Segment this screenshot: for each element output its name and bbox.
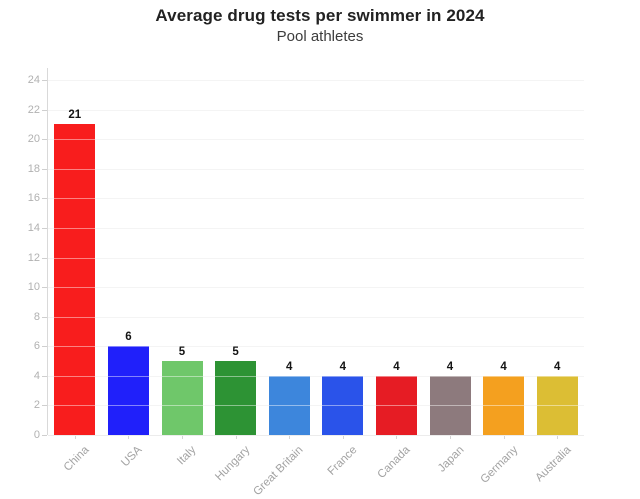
bar-hungary — [215, 361, 257, 435]
gridline-overlay-24 — [48, 80, 584, 81]
y-tick-label-10: 10 — [27, 281, 40, 294]
gridline-10 — [48, 287, 584, 289]
y-tick-2 — [42, 405, 47, 407]
bar-value-label: 4 — [500, 360, 507, 373]
y-tick-16 — [42, 198, 47, 200]
y-tick-12 — [42, 257, 47, 259]
bar-value-label: 4 — [393, 360, 400, 373]
bar-canada — [375, 375, 417, 435]
chart-subtitle: Pool athletes — [276, 28, 364, 45]
x-tick — [557, 436, 559, 439]
gridline-18 — [48, 168, 584, 170]
bar-germany — [483, 375, 525, 435]
y-tick-label-4: 4 — [33, 369, 40, 382]
gridline-6 — [48, 346, 584, 348]
gridline-0 — [48, 435, 584, 436]
y-tick-label-12: 12 — [27, 251, 40, 264]
bar-china — [54, 124, 96, 435]
gridline-20 — [48, 139, 584, 141]
gridline-22 — [48, 109, 584, 111]
x-tick — [396, 436, 398, 439]
gridline-overlay-22 — [48, 109, 584, 111]
gridline-overlay-8 — [48, 316, 584, 318]
y-tick-label-2: 2 — [33, 399, 40, 412]
chart-title: Average drug tests per swimmer in 2024 — [155, 6, 485, 25]
bar-value-label: 21 — [68, 109, 82, 122]
bar-australia — [536, 375, 578, 435]
y-tick-label-22: 22 — [27, 103, 40, 116]
x-category-label: Hungary — [212, 444, 253, 484]
x-category-label: Great Britain — [251, 444, 306, 499]
y-tick-24 — [42, 80, 47, 81]
y-tick-10 — [42, 287, 47, 289]
gridline-overlay-18 — [48, 168, 584, 170]
plot-area: 0 2 4 6 8 10 12 14 16 18 20 22 24 21 China 6 USA 5 Italy 5 H… — [28, 68, 584, 498]
bar-italy — [161, 361, 203, 435]
x-tick — [128, 436, 130, 439]
y-tick-label-20: 20 — [27, 133, 40, 146]
gridline-overlay-10 — [48, 287, 584, 289]
y-tick-22 — [42, 109, 47, 111]
y-tick-label-8: 8 — [33, 310, 40, 323]
y-tick-14 — [42, 227, 47, 229]
bar-value-label: 4 — [553, 360, 561, 373]
y-tick-6 — [42, 346, 47, 348]
bar-value-label: 4 — [285, 360, 293, 373]
gridline-overlay-20 — [48, 139, 584, 141]
x-category-label: Canada — [375, 444, 413, 481]
y-tick-label-16: 16 — [27, 192, 40, 205]
bar-value-label: 6 — [125, 331, 132, 344]
x-category-label: Italy — [175, 444, 199, 468]
y-tick-label-6: 6 — [33, 340, 40, 353]
y-tick-4 — [42, 375, 47, 377]
bar-great-britain — [268, 375, 310, 435]
x-tick — [289, 436, 291, 439]
x-category-label: China — [61, 444, 92, 474]
bar-usa — [107, 346, 149, 435]
gridline-overlay-6 — [48, 346, 584, 348]
y-tick-label-24: 24 — [27, 74, 40, 86]
x-tick — [182, 436, 183, 439]
x-tick — [450, 436, 451, 439]
gridline-overlay-12 — [48, 257, 584, 259]
x-tick — [342, 436, 344, 439]
x-category-label: USA — [119, 444, 145, 470]
y-tick-label-18: 18 — [27, 162, 40, 175]
y-tick-0 — [42, 435, 47, 436]
x-tick — [503, 436, 505, 439]
bar-value-label: 4 — [446, 360, 454, 373]
bar-france — [322, 375, 364, 435]
y-tick-20 — [42, 139, 47, 141]
bar-value-label: 5 — [232, 346, 239, 359]
gridline-14 — [48, 227, 584, 229]
x-category-label: France — [325, 444, 360, 478]
x-category-label: Australia — [533, 444, 574, 485]
y-tick-label-0: 0 — [33, 429, 40, 441]
bar-value-label: 4 — [339, 360, 346, 373]
gridline-2 — [48, 405, 584, 407]
x-tick — [74, 436, 76, 439]
bar-value-label: 5 — [178, 346, 186, 359]
y-tick-18 — [42, 168, 47, 170]
y-tick-label-14: 14 — [27, 221, 40, 234]
gridline-overlay-14 — [48, 227, 584, 229]
gridline-24 — [48, 80, 584, 81]
x-category-label: Japan — [435, 444, 467, 475]
bar-japan — [429, 375, 471, 435]
gridline-8 — [48, 316, 584, 318]
x-category-label: Germany — [478, 444, 521, 486]
x-tick — [235, 436, 237, 439]
gridline-16 — [48, 198, 584, 200]
gridline-12 — [48, 257, 584, 259]
gridline-4 — [48, 375, 584, 377]
y-tick-8 — [42, 316, 47, 318]
gridline-overlay-2 — [48, 405, 584, 407]
y-axis-line — [47, 68, 48, 435]
gridline-overlay-16 — [48, 198, 584, 200]
gridline-overlay-4 — [48, 375, 584, 377]
